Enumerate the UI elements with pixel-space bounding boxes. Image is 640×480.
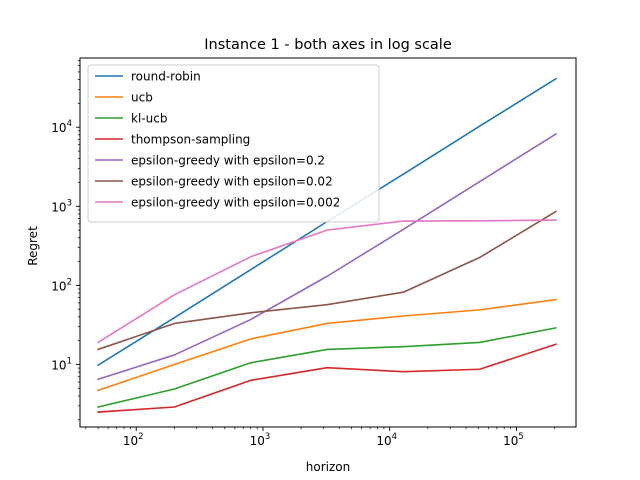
plot-frame: [79, 57, 577, 428]
chart-title: Instance 1 - both axes in log scale: [204, 37, 452, 53]
legend: round-robin ucb kl-ucb thompson-sampling eps…: [87, 64, 380, 223]
series-line-4: [97, 343, 557, 413]
x-axis-label: horizon: [306, 460, 350, 474]
legend-label-1: round-robin: [131, 70, 201, 84]
y-tick-label: 102: [51, 277, 72, 293]
legend-label-6: epsilon-greedy with epsilon=0.02: [131, 175, 333, 189]
legend-box: [87, 64, 380, 223]
y-tick-label: 104: [51, 119, 72, 135]
series-line-7: [96, 219, 557, 344]
legend-label-3: kl-ucb: [131, 112, 167, 126]
y-axis-label: Regret: [26, 226, 40, 266]
axis-ticks: 102 103 104 105 101 102 103 104: [51, 60, 555, 448]
x-tick-label: 104: [376, 432, 397, 448]
series-line-2: [97, 298, 557, 392]
legend-label-2: ucb: [131, 91, 153, 105]
y-tick-label: 103: [51, 198, 72, 214]
series-line-5: [97, 132, 558, 381]
legend-label-4: thompson-sampling: [131, 133, 250, 147]
series-line-3: [97, 326, 557, 408]
x-tick-label: 103: [250, 432, 271, 448]
legend-label-7: epsilon-greedy with epsilon=0.002: [131, 196, 340, 210]
y-tick-label: 101: [51, 356, 72, 372]
legend-label-5: epsilon-greedy with epsilon=0.2: [131, 154, 325, 168]
x-tick-label: 105: [503, 432, 524, 448]
series-lines: [96, 77, 558, 413]
x-tick-label: 102: [123, 432, 144, 448]
series-line-6: [97, 210, 558, 351]
